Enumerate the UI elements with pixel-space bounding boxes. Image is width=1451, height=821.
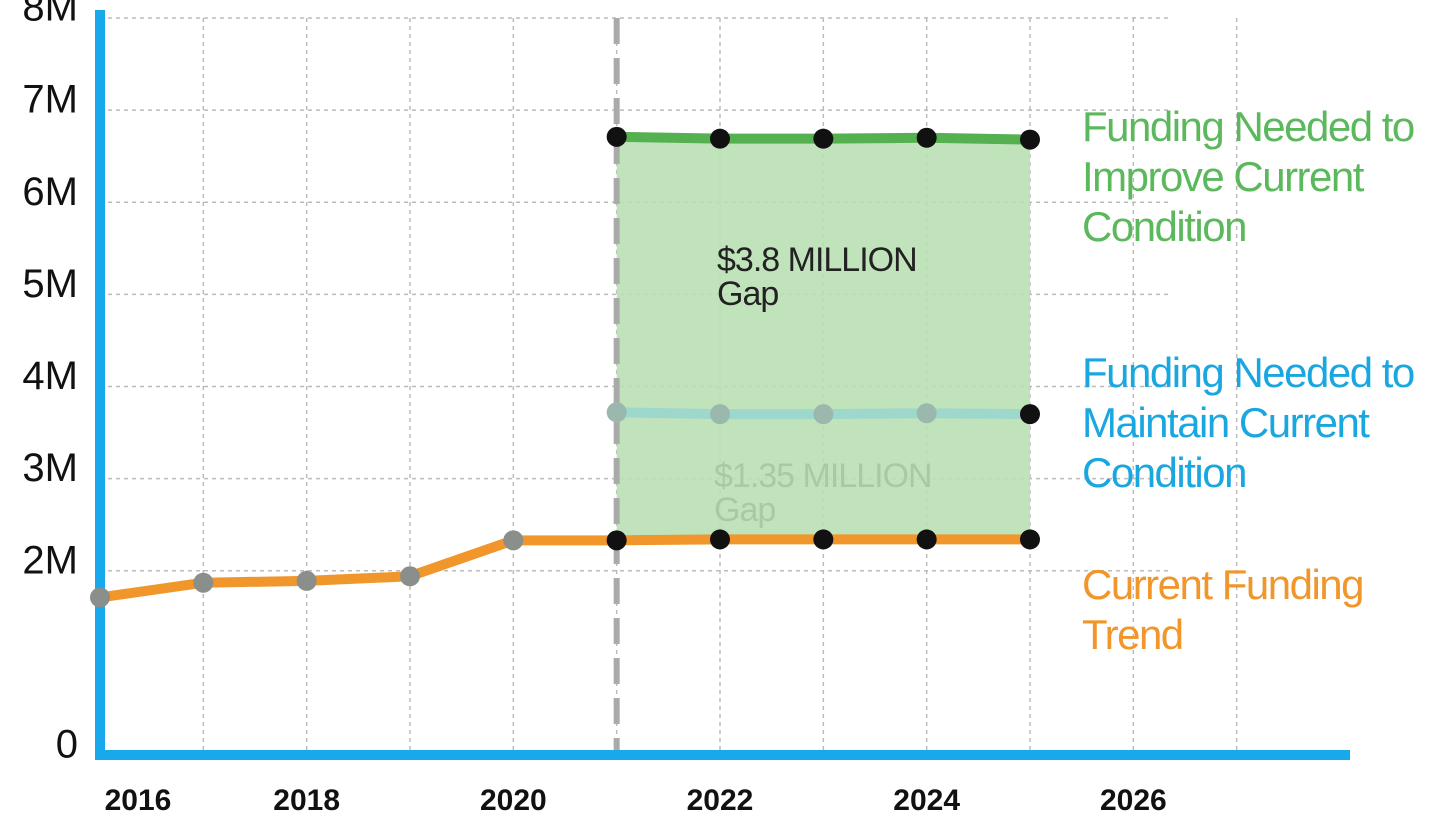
data-point xyxy=(1020,529,1040,550)
y-tick-label: 0 xyxy=(56,723,78,767)
data-point xyxy=(1020,129,1040,150)
data-point xyxy=(606,530,627,551)
legend-label: Funding Needed to Maintain Current Condi… xyxy=(1082,349,1415,496)
data-point xyxy=(710,404,730,425)
data-point xyxy=(916,529,937,550)
data-point xyxy=(813,529,834,550)
y-tick-label: 3M xyxy=(22,446,78,490)
data-point xyxy=(813,404,834,425)
series-line xyxy=(95,534,1035,603)
data-point xyxy=(296,570,317,591)
data-point xyxy=(1020,404,1040,425)
y-tick-label: 2M xyxy=(22,538,78,582)
data-point xyxy=(606,126,627,147)
data-point xyxy=(503,530,524,551)
y-tick-label: 6M xyxy=(22,170,78,214)
annotation: $1.35 MILLION xyxy=(714,457,932,495)
x-tick-label: 2018 xyxy=(273,784,340,817)
x-tick-label: 2022 xyxy=(687,784,754,817)
x-tick-label: 2024 xyxy=(893,784,960,817)
x-tick-label: 2016 xyxy=(105,784,172,817)
legend-label: Funding Needed to Improve Current Condit… xyxy=(1082,103,1415,250)
y-tick-label: 8M xyxy=(22,0,78,30)
data-point xyxy=(916,403,937,424)
data-point xyxy=(710,529,730,550)
y-tick-label: 4M xyxy=(22,354,78,398)
data-point xyxy=(710,128,730,149)
data-point xyxy=(400,566,420,587)
annotation: Gap xyxy=(717,275,778,313)
annotation: Gap xyxy=(714,491,775,529)
data-point xyxy=(813,128,834,149)
data-point xyxy=(916,127,937,148)
x-tick-label: 2020 xyxy=(480,784,547,817)
data-point xyxy=(90,587,110,608)
y-tick-label: 7M xyxy=(22,78,78,122)
x-tick-label: 2026 xyxy=(1100,784,1167,817)
annotation: $3.8 MILLION xyxy=(717,241,917,279)
y-tick-label: 5M xyxy=(22,262,78,306)
data-point xyxy=(606,402,627,423)
gap-area xyxy=(616,136,1030,541)
data-point xyxy=(193,572,214,593)
legend-label: Current Funding Trend xyxy=(1082,561,1365,658)
